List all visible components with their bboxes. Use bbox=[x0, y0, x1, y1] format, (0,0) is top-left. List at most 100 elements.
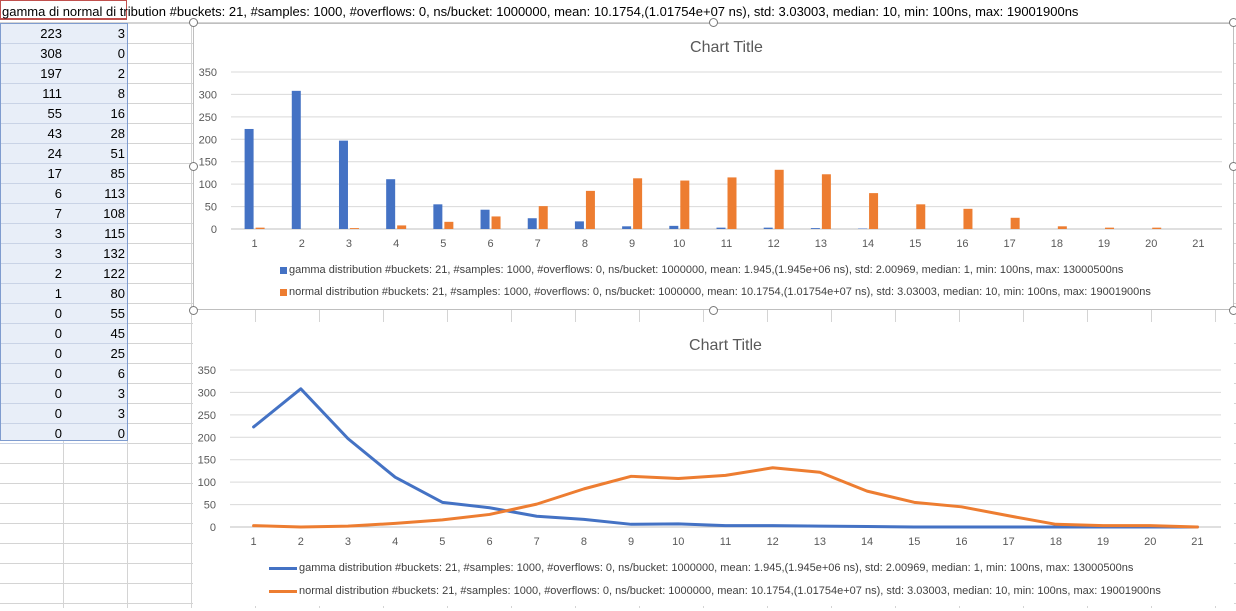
cell-normal-value[interactable]: 3 bbox=[64, 24, 127, 44]
cell-normal-value[interactable]: 3 bbox=[64, 404, 127, 424]
x-tick-label: 1 bbox=[251, 536, 257, 548]
cell-normal-value[interactable]: 0 bbox=[64, 44, 127, 64]
bar-normal bbox=[1011, 218, 1020, 229]
cell-gamma-value[interactable]: 24 bbox=[1, 144, 64, 164]
y-tick-label: 200 bbox=[199, 134, 217, 146]
cell-normal-value[interactable]: 85 bbox=[64, 164, 127, 184]
cell-gamma-value[interactable]: 43 bbox=[1, 124, 64, 144]
resize-handle[interactable] bbox=[1229, 18, 1236, 27]
cell-gamma-value[interactable]: 0 bbox=[1, 384, 64, 404]
cell-gamma-value[interactable]: 111 bbox=[1, 84, 64, 104]
bar-normal bbox=[1105, 228, 1114, 229]
cell-gamma-value[interactable]: 6 bbox=[1, 184, 64, 204]
cell-normal-value[interactable]: 115 bbox=[64, 224, 127, 244]
x-tick-label: 9 bbox=[628, 536, 634, 548]
bar-normal bbox=[633, 178, 642, 229]
bar-normal bbox=[822, 174, 831, 229]
x-tick-label: 2 bbox=[298, 536, 304, 548]
cell-gamma-value[interactable]: 197 bbox=[1, 64, 64, 84]
cell-normal-value[interactable]: 122 bbox=[64, 264, 127, 284]
bar-gamma bbox=[386, 179, 395, 229]
cell-normal-value[interactable]: 6 bbox=[64, 364, 127, 384]
column-divider bbox=[191, 22, 192, 608]
cell-normal-value[interactable]: 16 bbox=[64, 104, 127, 124]
cell-normal-value[interactable]: 108 bbox=[64, 204, 127, 224]
x-tick-label: 11 bbox=[720, 536, 731, 548]
cell-normal-value[interactable]: 2 bbox=[64, 64, 127, 84]
header-cell-text[interactable]: gamma di normal di tribution #buckets: 2… bbox=[2, 4, 1078, 19]
y-tick-label: 100 bbox=[198, 477, 216, 489]
cell-normal-value[interactable]: 132 bbox=[64, 244, 127, 264]
y-tick-label: 50 bbox=[204, 500, 216, 512]
cell-normal-value[interactable]: 45 bbox=[64, 324, 127, 344]
x-tick-label: 13 bbox=[815, 238, 827, 250]
x-tick-label: 10 bbox=[673, 238, 685, 250]
x-tick-label: 4 bbox=[393, 238, 399, 250]
legend-label-normal: normal distribution #buckets: 21, #sampl… bbox=[289, 286, 1151, 298]
cell-gamma-value[interactable]: 223 bbox=[1, 24, 64, 44]
cell-gamma-value[interactable]: 17 bbox=[1, 164, 64, 184]
x-tick-label: 21 bbox=[1191, 536, 1203, 548]
cell-normal-value[interactable]: 3 bbox=[64, 384, 127, 404]
x-tick-label: 10 bbox=[672, 536, 684, 548]
cell-normal-value[interactable]: 113 bbox=[64, 184, 127, 204]
legend-item-gamma[interactable]: gamma distribution #buckets: 21, #sample… bbox=[280, 264, 1123, 276]
bar-normal bbox=[539, 206, 548, 229]
x-tick-label: 3 bbox=[346, 238, 352, 250]
bar-gamma bbox=[717, 228, 726, 229]
cell-gamma-value[interactable]: 308 bbox=[1, 44, 64, 64]
resize-handle[interactable] bbox=[1229, 162, 1236, 171]
x-tick-label: 15 bbox=[908, 536, 920, 548]
legend-label-normal: normal distribution #buckets: 21, #sampl… bbox=[299, 585, 1161, 597]
x-tick-label: 5 bbox=[440, 238, 446, 250]
bar-gamma bbox=[339, 141, 348, 229]
resize-handle[interactable] bbox=[709, 18, 718, 27]
bar-normal bbox=[680, 181, 689, 229]
bar-gamma bbox=[669, 226, 678, 229]
resize-handle[interactable] bbox=[189, 18, 198, 27]
legend-item-gamma[interactable]: gamma distribution #buckets: 21, #sample… bbox=[269, 562, 1133, 574]
cell-gamma-value[interactable]: 0 bbox=[1, 364, 64, 384]
resize-handle[interactable] bbox=[189, 306, 198, 315]
cell-gamma-value[interactable]: 1 bbox=[1, 284, 64, 304]
resize-handle[interactable] bbox=[709, 306, 718, 315]
x-tick-label: 12 bbox=[767, 536, 779, 548]
bar-normal bbox=[869, 193, 878, 229]
legend-swatch-gamma bbox=[269, 567, 297, 570]
cell-gamma-value[interactable]: 2 bbox=[1, 264, 64, 284]
y-tick-label: 200 bbox=[198, 432, 216, 444]
cell-gamma-value[interactable]: 7 bbox=[1, 204, 64, 224]
cell-gamma-value[interactable]: 0 bbox=[1, 424, 64, 444]
bar-normal bbox=[586, 191, 595, 229]
x-tick-label: 6 bbox=[486, 536, 492, 548]
cell-gamma-value[interactable]: 55 bbox=[1, 104, 64, 124]
legend-item-normal[interactable]: normal distribution #buckets: 21, #sampl… bbox=[269, 585, 1161, 597]
cell-normal-value[interactable]: 80 bbox=[64, 284, 127, 304]
cell-gamma-value[interactable]: 3 bbox=[1, 224, 64, 244]
cell-gamma-value[interactable]: 3 bbox=[1, 244, 64, 264]
x-tick-label: 9 bbox=[629, 238, 635, 250]
cell-normal-value[interactable]: 8 bbox=[64, 84, 127, 104]
legend-item-normal[interactable]: normal distribution #buckets: 21, #sampl… bbox=[280, 286, 1151, 298]
legend-swatch-normal bbox=[269, 590, 297, 593]
cell-normal-value[interactable]: 0 bbox=[64, 424, 127, 444]
cell-normal-value[interactable]: 55 bbox=[64, 304, 127, 324]
cell-gamma-value[interactable]: 0 bbox=[1, 324, 64, 344]
cell-normal-value[interactable]: 51 bbox=[64, 144, 127, 164]
resize-handle[interactable] bbox=[1229, 306, 1236, 315]
y-tick-label: 0 bbox=[211, 224, 217, 236]
cell-gamma-value[interactable]: 0 bbox=[1, 304, 64, 324]
x-tick-label: 17 bbox=[1004, 238, 1016, 250]
cell-normal-value[interactable]: 25 bbox=[64, 344, 127, 364]
cell-normal-value[interactable]: 28 bbox=[64, 124, 127, 144]
x-tick-label: 8 bbox=[581, 536, 587, 548]
resize-handle[interactable] bbox=[189, 162, 198, 171]
x-tick-label: 12 bbox=[768, 238, 780, 250]
cell-gamma-value[interactable]: 0 bbox=[1, 344, 64, 364]
cell-gamma-value[interactable]: 0 bbox=[1, 404, 64, 424]
bar-normal bbox=[1058, 226, 1067, 229]
bar-normal bbox=[256, 228, 265, 229]
